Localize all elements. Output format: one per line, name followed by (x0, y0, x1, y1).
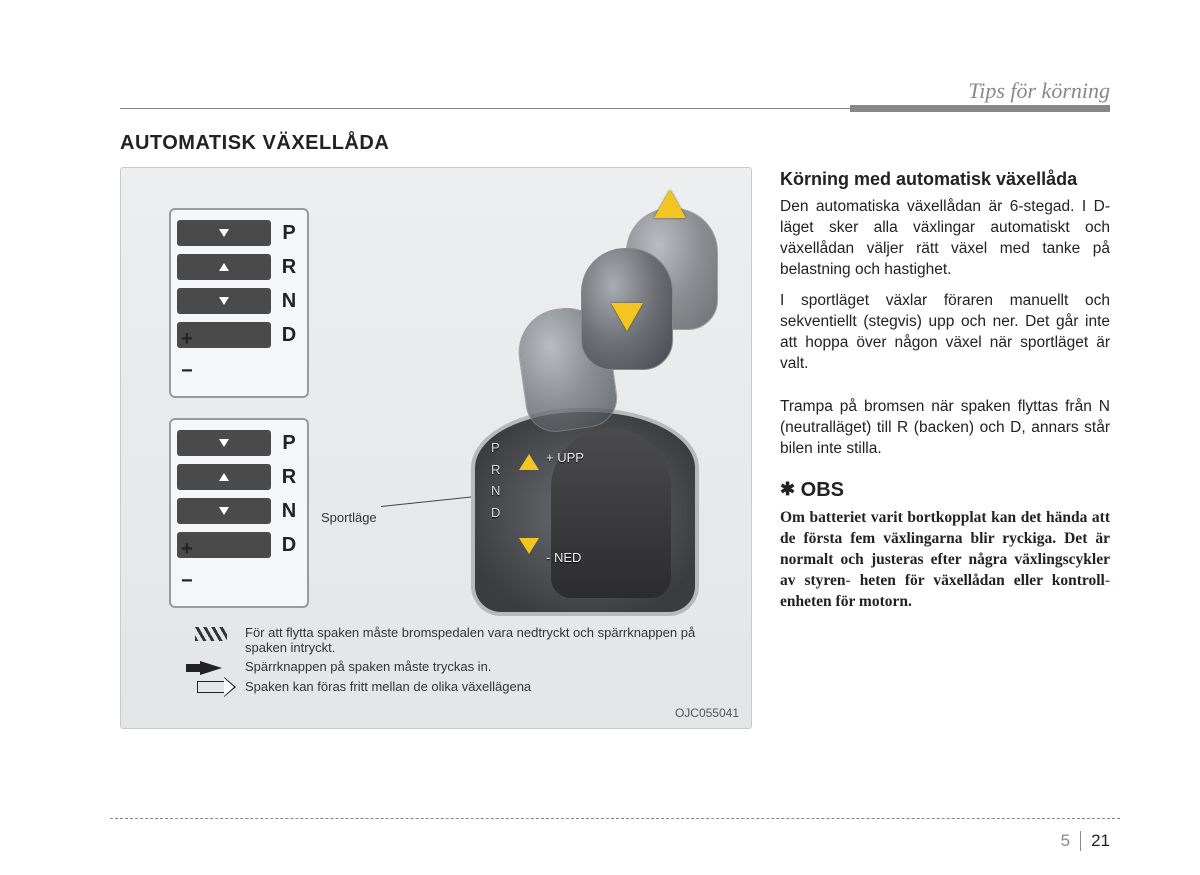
running-head: Tips för körning (968, 78, 1110, 104)
solid-arrow-icon (200, 661, 222, 675)
paragraph: Den automatiska växellådan är 6-stegad. … (780, 197, 1110, 281)
arrow-down-icon (611, 303, 643, 331)
subsection-heading: Körning med automatisk växellåda (780, 167, 1110, 191)
footer-rule (110, 818, 1120, 819)
shifter-gate-letters: P R N D (491, 438, 500, 524)
small-arrow-down-icon (519, 538, 539, 554)
legend-text-1: För att flytta spaken måste bromspedalen… (245, 625, 721, 655)
gear-p: P (277, 222, 301, 245)
gear-d: D (277, 324, 301, 347)
manual-page: Tips för körning AUTOMATISK VÄXELLÅDA P … (0, 0, 1200, 875)
page-number-value: 21 (1081, 831, 1110, 851)
minus-icon: − (181, 360, 193, 383)
obs-text: Om batteriet varit bortkopplat kan det h… (780, 508, 1110, 613)
star-icon: ✱ (780, 479, 795, 499)
paragraph: I sportläget växlar föraren manuellt och… (780, 291, 1110, 375)
hyphenation-mark: - (846, 572, 851, 589)
obs-label: OBS (801, 479, 844, 501)
arrow-up-icon (654, 190, 686, 218)
obs-segment: heten för växellådan eller kontroll (860, 572, 1105, 589)
gate-n: N (491, 481, 500, 501)
legend-text-3: Spaken kan föras fritt mellan de olika v… (245, 679, 531, 694)
gear-gate-diagram-2: P R N D + − (169, 418, 309, 608)
gear-r: R (277, 256, 301, 279)
ned-label: - NED (546, 550, 581, 565)
hatched-arrow-icon (195, 627, 227, 641)
plus-icon: + (181, 538, 193, 561)
figure-legend: För att flytta spaken måste bromspedalen… (191, 625, 721, 698)
gear-gate-diagram-1: P R N D + − (169, 208, 309, 398)
hyphenation-mark: - (1105, 572, 1110, 589)
header-rule (120, 108, 1110, 109)
section-number: 5 (1061, 831, 1081, 851)
paragraph: Trampa på bromsen när spaken flyttas frå… (780, 397, 1110, 460)
gate-d: D (491, 503, 500, 523)
section-title: AUTOMATISK VÄXELLÅDA (120, 132, 1110, 155)
upp-label: + UPP (546, 450, 584, 465)
obs-segment: enheten för motorn. (780, 593, 912, 610)
gear-n: N (277, 290, 301, 313)
minus-icon: − (181, 570, 193, 593)
small-arrow-up-icon (519, 454, 539, 470)
gate-p: P (491, 438, 500, 458)
figure-code: OJC055041 (675, 706, 739, 720)
page-number: 5 21 (1061, 831, 1110, 851)
transmission-figure: P R N D + − P R N D + − Sportläge (120, 167, 752, 729)
gate-r: R (491, 460, 500, 480)
obs-heading: ✱ OBS (780, 477, 1110, 504)
plus-icon: + (181, 328, 193, 351)
body-text-column: Körning med automatisk växellåda Den aut… (780, 167, 1110, 729)
gear-r: R (277, 466, 301, 489)
gear-n: N (277, 500, 301, 523)
content-columns: P R N D + − P R N D + − Sportläge (120, 167, 1110, 729)
sport-mode-label: Sportläge (321, 510, 377, 525)
legend-text-2: Spärrknappen på spaken måste tryckas in. (245, 659, 491, 674)
gear-p: P (277, 432, 301, 455)
open-arrow-icon (197, 681, 225, 693)
gear-d: D (277, 534, 301, 557)
